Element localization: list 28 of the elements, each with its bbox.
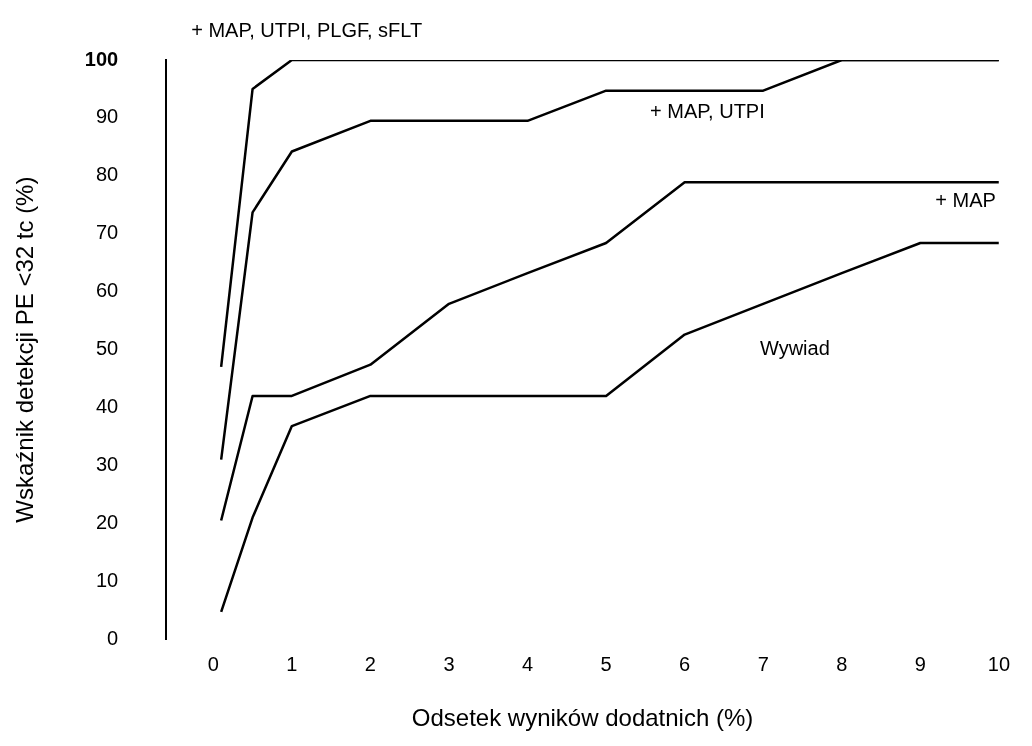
x-axis-title: Odsetek wyników dodatnich (%) <box>411 704 754 732</box>
x-tick-label: 1 <box>286 652 298 675</box>
y-tick-label: 10 <box>95 568 119 591</box>
x-tick-label: 4 <box>521 652 534 675</box>
y-tick-label: 100 <box>84 47 119 70</box>
y-tick-label: 60 <box>95 279 119 302</box>
x-tick-label: 3 <box>443 652 455 675</box>
series-label: Wywiad <box>759 337 830 360</box>
y-tick-label: 80 <box>95 163 119 186</box>
x-tick-label: 6 <box>679 652 691 675</box>
x-tick-label: 9 <box>914 652 926 675</box>
x-tick-label: 10 <box>987 652 1010 675</box>
series-label: + MAP, UTPI <box>650 99 765 122</box>
x-tick-label: 7 <box>757 652 769 675</box>
y-tick-label: 90 <box>95 105 119 128</box>
series-label: + MAP, UTPI, PLGF, sFLT <box>191 18 423 41</box>
series-label: + MAP <box>935 189 996 212</box>
y-tick-label: 50 <box>95 337 119 360</box>
y-tick-label: 0 <box>107 626 119 649</box>
x-tick-label: 0 <box>207 652 219 675</box>
x-tick-label: 2 <box>364 652 376 675</box>
y-tick-label: 30 <box>95 452 119 475</box>
y-tick-label: 40 <box>95 395 119 418</box>
y-tick-label: 70 <box>95 221 119 244</box>
x-tick-label: 5 <box>600 652 612 675</box>
y-axis-title: Wskaźnik detekcji PE <32 tc (%) <box>11 176 39 523</box>
x-tick-label: 8 <box>836 652 848 675</box>
y-tick-label: 20 <box>95 510 119 533</box>
